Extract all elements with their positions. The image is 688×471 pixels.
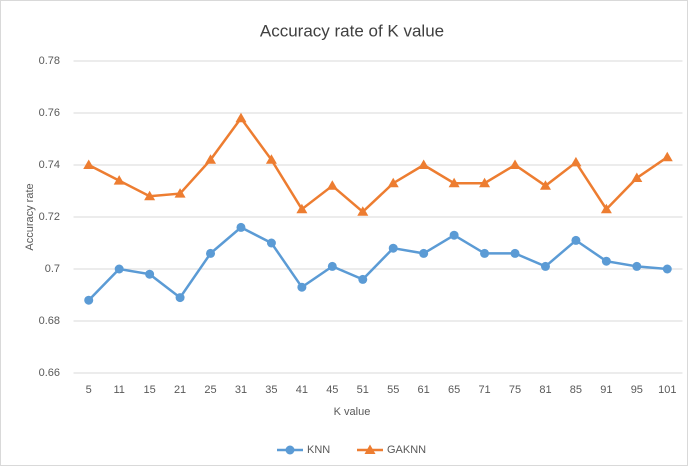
x-tick-label: 5 — [86, 384, 92, 396]
marker — [449, 230, 459, 240]
marker — [206, 248, 216, 258]
marker — [358, 274, 368, 284]
x-tick-label: 75 — [509, 384, 521, 396]
marker — [205, 154, 217, 164]
x-tick-label: 25 — [204, 384, 216, 396]
x-tick-label: 45 — [326, 384, 338, 396]
marker — [539, 180, 551, 190]
marker — [266, 238, 276, 248]
x-tick-label: 41 — [296, 384, 308, 396]
x-tick-label: 15 — [144, 384, 156, 396]
x-tick-label: 11 — [113, 384, 124, 396]
marker — [480, 248, 490, 258]
x-axis-label: K value — [334, 406, 371, 418]
marker — [662, 264, 672, 274]
marker — [297, 282, 307, 292]
marker — [84, 295, 94, 305]
legend-label: GAKNN — [387, 444, 426, 456]
x-tick-label: 101 — [658, 384, 676, 396]
marker — [235, 112, 247, 123]
marker — [479, 177, 491, 188]
marker — [113, 175, 125, 185]
y-tick-label: 0.74 — [39, 159, 60, 171]
marker — [175, 293, 185, 303]
series-line — [87, 225, 668, 302]
marker — [327, 261, 337, 271]
marker — [364, 444, 376, 454]
marker — [540, 261, 550, 271]
x-tick-label: 65 — [448, 384, 460, 396]
marker — [357, 206, 369, 216]
marker — [174, 188, 186, 198]
x-tick-label: 61 — [418, 384, 430, 396]
x-tick-label: 85 — [570, 384, 582, 396]
marker — [509, 159, 521, 169]
marker — [570, 156, 582, 167]
x-tick-label: 95 — [631, 384, 643, 396]
legend-label: KNN — [307, 444, 330, 456]
x-tick-label: 31 — [235, 384, 247, 396]
marker — [83, 159, 95, 169]
y-tick-label: 0.76 — [39, 107, 60, 119]
marker — [600, 203, 612, 214]
marker — [418, 159, 430, 169]
y-axis-label: Accuracy rate — [24, 183, 36, 250]
y-tick-label: 0.7 — [45, 263, 60, 275]
marker — [510, 248, 520, 258]
y-tick-label: 0.68 — [39, 315, 60, 327]
x-tick-label: 35 — [265, 384, 277, 396]
x-tick-label: 55 — [387, 384, 399, 396]
x-tick-label: 71 — [478, 384, 490, 396]
marker — [448, 177, 460, 188]
marker — [114, 264, 124, 274]
x-tick-label: 91 — [600, 384, 612, 396]
marker — [631, 172, 643, 182]
y-tick-label: 0.72 — [39, 211, 60, 223]
marker — [387, 177, 399, 188]
x-tick-label: 21 — [174, 384, 186, 396]
y-tick-label: 0.66 — [39, 367, 60, 379]
chart-title: Accuracy rate of K value — [260, 21, 444, 40]
marker — [265, 154, 277, 164]
marker — [285, 445, 295, 455]
marker — [419, 248, 429, 258]
y-tick-label: 0.78 — [39, 55, 60, 67]
marker — [571, 235, 581, 245]
marker — [632, 261, 642, 271]
marker — [326, 180, 338, 190]
marker — [661, 151, 673, 162]
marker — [145, 269, 155, 279]
x-tick-label: 51 — [357, 384, 369, 396]
marker — [296, 203, 308, 214]
marker — [388, 243, 398, 253]
marker — [144, 190, 156, 201]
marker — [236, 222, 246, 232]
marker — [601, 256, 611, 266]
x-tick-label: 81 — [539, 384, 551, 396]
